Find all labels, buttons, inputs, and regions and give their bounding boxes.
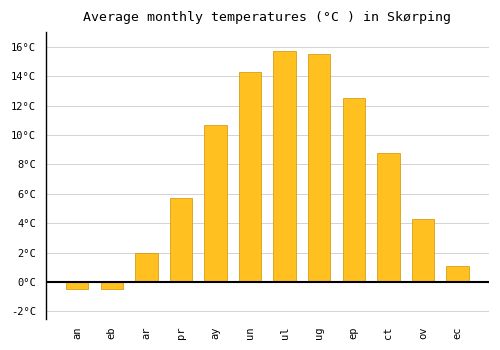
Bar: [239, 72, 262, 282]
Bar: [170, 198, 192, 282]
Title: Average monthly temperatures (°C ) in Skørping: Average monthly temperatures (°C ) in Sk…: [84, 11, 452, 24]
Bar: [135, 253, 158, 282]
Bar: [412, 219, 434, 282]
Bar: [342, 98, 365, 282]
Bar: [66, 282, 88, 289]
Bar: [377, 153, 400, 282]
Bar: [274, 51, 296, 282]
Bar: [204, 125, 227, 282]
Bar: [100, 282, 123, 289]
Bar: [446, 266, 469, 282]
Bar: [308, 54, 330, 282]
